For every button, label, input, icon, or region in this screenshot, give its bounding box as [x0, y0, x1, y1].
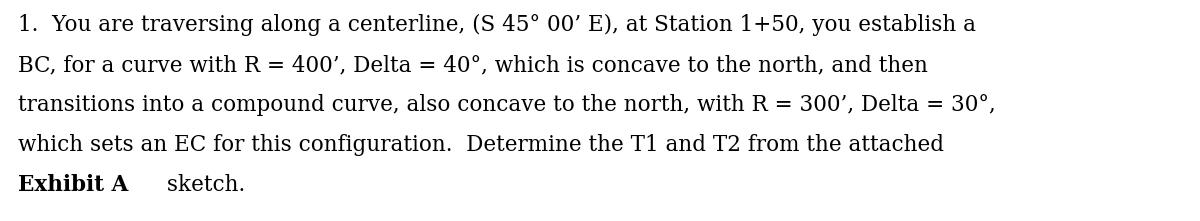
Text: which sets an EC for this configuration.  Determine the T1 and T2 from the attac: which sets an EC for this configuration.… — [18, 134, 944, 156]
Text: 1.  You are traversing along a centerline, (S 45° 00’ E), at Station 1+50, you e: 1. You are traversing along a centerline… — [18, 14, 976, 36]
Text: Exhibit A: Exhibit A — [18, 174, 128, 196]
Text: transitions into a compound curve, also concave to the north, with R = 300’, Del: transitions into a compound curve, also … — [18, 94, 996, 116]
Text: BC, for a curve with R = 400’, Delta = 40°, which is concave to the north, and t: BC, for a curve with R = 400’, Delta = 4… — [18, 54, 928, 76]
Text: sketch.: sketch. — [161, 174, 246, 196]
